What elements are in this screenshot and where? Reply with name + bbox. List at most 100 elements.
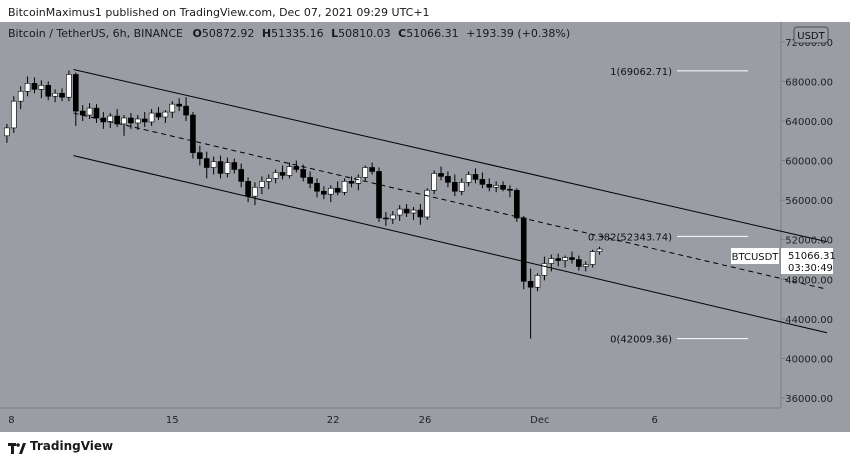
- fib-level-label: 0.382(52343.74): [588, 232, 672, 243]
- candle-body: [507, 188, 513, 191]
- open-value: 50872.92: [202, 27, 255, 40]
- candle-body: [562, 257, 568, 261]
- channel-layer[interactable]: [73, 69, 828, 334]
- candle-body: [445, 176, 451, 183]
- candle-body: [210, 161, 217, 168]
- candle-body: [169, 103, 176, 113]
- candle-body: [128, 117, 134, 124]
- candle: [314, 178, 320, 198]
- candle: [396, 205, 403, 221]
- candle-body: [148, 112, 155, 123]
- candle-body: [527, 281, 534, 288]
- y-tick-label: 36000.00: [785, 394, 833, 405]
- candle: [458, 178, 465, 196]
- channel-middle-line[interactable]: [73, 112, 828, 290]
- candle: [52, 89, 58, 103]
- candle-body: [596, 248, 603, 252]
- candle: [224, 157, 231, 178]
- footer[interactable]: TradingView: [8, 437, 113, 455]
- y-tick-label: 44000.00: [785, 315, 833, 326]
- candle-body: [389, 214, 396, 220]
- fib-levels-layer[interactable]: 1(69062.71) 0.382(52343.74) 0(42009.36): [588, 67, 748, 346]
- candle-body: [452, 182, 458, 192]
- y-tick-label: 64000.00: [785, 117, 833, 128]
- candle: [410, 207, 417, 220]
- candle: [479, 172, 486, 189]
- candle: [307, 171, 313, 189]
- candle: [203, 151, 210, 179]
- candle: [73, 72, 79, 126]
- candle-body: [348, 181, 355, 184]
- candle-body: [424, 189, 431, 218]
- candle: [369, 162, 375, 175]
- candle: [452, 174, 458, 197]
- candle-body: [589, 251, 596, 265]
- candle: [493, 181, 499, 193]
- candle: [121, 115, 127, 136]
- x-tick-label: 26: [419, 415, 432, 426]
- candle-body: [369, 167, 375, 172]
- candle: [86, 103, 93, 119]
- candle: [348, 176, 355, 188]
- candle: [548, 254, 555, 272]
- candle: [596, 246, 603, 255]
- price-label-countdown: 03:30:49: [788, 263, 833, 274]
- candle-body: [438, 173, 444, 177]
- y-tick-label: 52000.00: [785, 236, 833, 247]
- candle: [10, 96, 17, 133]
- candle-body: [362, 167, 369, 178]
- candle: [24, 76, 31, 97]
- candle-body: [217, 161, 224, 174]
- candle: [507, 185, 513, 198]
- candle: [500, 181, 506, 192]
- channel-upper-line[interactable]: [73, 69, 828, 243]
- candle: [217, 155, 224, 179]
- candle: [555, 253, 561, 267]
- footer-brand: TradingView: [30, 439, 114, 453]
- price-axis-background[interactable]: [781, 22, 850, 408]
- candle: [431, 170, 437, 195]
- time-axis-background[interactable]: [0, 408, 781, 432]
- candle-body: [293, 166, 300, 170]
- candle: [438, 166, 444, 181]
- chart-area[interactable]: 1(69062.71)0.382(52343.74)0(42009.36) 72…: [0, 22, 850, 432]
- candle: [265, 174, 272, 190]
- candle-body: [279, 172, 286, 176]
- candle: [197, 145, 203, 166]
- candle: [334, 181, 341, 196]
- candle: [341, 178, 348, 196]
- candle: [272, 169, 279, 184]
- x-tick-label: 22: [327, 415, 340, 426]
- candle: [252, 182, 258, 206]
- candle-body: [155, 112, 162, 118]
- candle-body: [45, 85, 52, 97]
- candle-body: [314, 183, 320, 192]
- candle-body: [59, 92, 65, 98]
- candle: [383, 212, 389, 226]
- close-label: C: [398, 27, 406, 40]
- candle-body: [190, 114, 196, 153]
- axis-corner: [781, 408, 850, 432]
- y-tick-label: 48000.00: [785, 275, 833, 286]
- candle: [38, 80, 45, 99]
- currency-button-label: USDT: [797, 31, 825, 42]
- candle: [589, 249, 596, 268]
- candle: [417, 204, 424, 225]
- candle: [93, 104, 100, 123]
- candle: [362, 165, 369, 182]
- candle: [286, 162, 293, 179]
- candle: [486, 178, 493, 192]
- candle-body: [17, 90, 24, 102]
- candle-body: [569, 257, 575, 260]
- low-label: L: [331, 27, 338, 40]
- candle: [210, 156, 217, 175]
- currency-button[interactable]: USDT: [793, 26, 829, 44]
- candle: [424, 188, 431, 220]
- candle-body: [486, 184, 493, 188]
- candle: [231, 158, 238, 174]
- x-tick-label: 8: [8, 415, 14, 426]
- channel-lower-line[interactable]: [73, 155, 828, 334]
- candle-body: [265, 178, 272, 182]
- candle-body: [327, 187, 334, 195]
- candle: [4, 123, 10, 143]
